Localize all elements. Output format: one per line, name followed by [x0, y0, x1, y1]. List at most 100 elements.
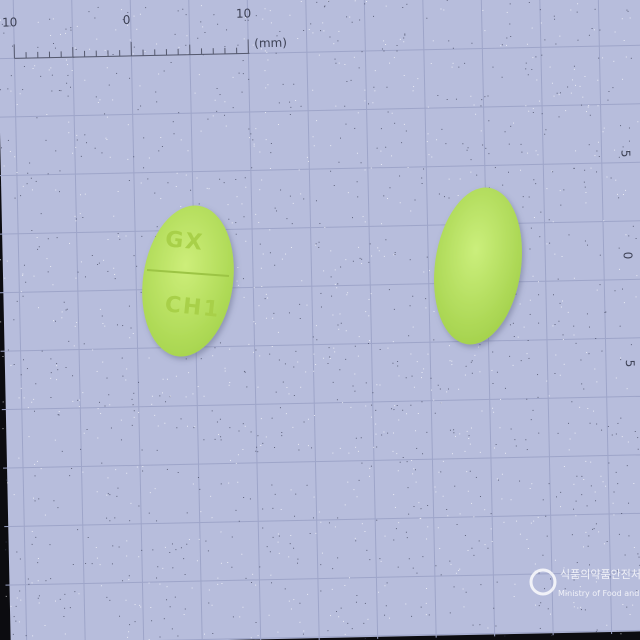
- speck: [612, 87, 614, 89]
- speck: [535, 56, 537, 58]
- speck: [82, 471, 84, 473]
- speck: [318, 246, 320, 248]
- speck: [133, 46, 135, 48]
- speck: [192, 393, 194, 395]
- speck: [399, 38, 401, 40]
- speck: [377, 247, 379, 249]
- speck: [288, 393, 290, 395]
- speck: [180, 418, 182, 420]
- speck: [18, 621, 20, 623]
- speck: [537, 154, 539, 156]
- speck: [7, 482, 9, 484]
- speck: [584, 186, 586, 188]
- speck: [474, 354, 476, 356]
- speck: [403, 123, 405, 125]
- speck: [506, 44, 508, 46]
- speck: [220, 436, 222, 438]
- speck: [542, 554, 544, 556]
- speck: [622, 193, 624, 196]
- speck: [20, 291, 22, 293]
- speck: [340, 322, 342, 324]
- speck: [538, 322, 540, 324]
- speck: [262, 442, 264, 444]
- speck: [553, 95, 555, 97]
- speck: [302, 633, 304, 635]
- speck: [289, 114, 291, 116]
- grid-line: [3, 453, 640, 469]
- speck: [374, 70, 376, 72]
- speck: [405, 603, 407, 605]
- speck: [449, 360, 451, 362]
- speck: [32, 67, 34, 69]
- speck: [356, 181, 358, 183]
- speck: [184, 608, 186, 610]
- speck: [502, 184, 504, 186]
- speck: [584, 169, 586, 171]
- speck: [196, 560, 198, 562]
- speck: [73, 345, 75, 347]
- speck: [22, 185, 24, 187]
- speck: [493, 447, 495, 449]
- speck: [553, 15, 555, 17]
- speck: [537, 374, 539, 376]
- speck: [357, 450, 359, 452]
- speck: [94, 17, 96, 19]
- speck: [13, 616, 15, 618]
- speck: [75, 146, 77, 148]
- speck: [46, 114, 48, 116]
- speck: [620, 357, 622, 359]
- speck: [23, 359, 25, 361]
- speck: [96, 491, 98, 493]
- grid-line: [539, 0, 554, 636]
- speck: [127, 636, 129, 638]
- speck: [272, 536, 274, 538]
- speck: [397, 470, 399, 472]
- speck: [626, 465, 628, 467]
- grid-line: [363, 0, 379, 639]
- speck: [621, 18, 623, 20]
- speck: [530, 522, 532, 524]
- speck: [22, 274, 24, 276]
- speck: [292, 202, 294, 204]
- speck: [544, 133, 546, 135]
- speck: [158, 150, 160, 152]
- speck: [617, 483, 619, 485]
- speck: [347, 192, 349, 194]
- speck: [614, 31, 616, 33]
- speck: [395, 528, 397, 530]
- speck: [265, 317, 267, 319]
- speck: [405, 130, 407, 132]
- speck: [31, 401, 33, 403]
- speck: [393, 409, 395, 411]
- speck: [338, 30, 340, 32]
- speck: [414, 199, 416, 201]
- speck: [279, 31, 281, 33]
- speck: [180, 206, 182, 208]
- speck: [27, 578, 29, 580]
- speck: [546, 535, 548, 537]
- speck: [176, 427, 178, 429]
- speck: [338, 616, 340, 618]
- speck: [224, 114, 226, 116]
- speck: [559, 374, 561, 376]
- speck: [190, 189, 192, 191]
- speck: [107, 493, 109, 495]
- speck: [383, 431, 385, 433]
- speck: [430, 377, 432, 379]
- speck: [7, 88, 9, 90]
- speck: [277, 123, 279, 125]
- speck: [462, 143, 464, 145]
- speck: [426, 141, 428, 143]
- speck: [615, 377, 617, 379]
- speck: [588, 535, 590, 537]
- speck: [334, 58, 336, 60]
- speck: [129, 77, 131, 79]
- speck: [482, 144, 484, 146]
- speck: [409, 259, 411, 261]
- speck: [428, 270, 431, 272]
- speck: [480, 105, 482, 107]
- speck: [254, 323, 256, 325]
- speck: [298, 169, 300, 171]
- speck: [307, 445, 309, 447]
- speck: [324, 227, 326, 229]
